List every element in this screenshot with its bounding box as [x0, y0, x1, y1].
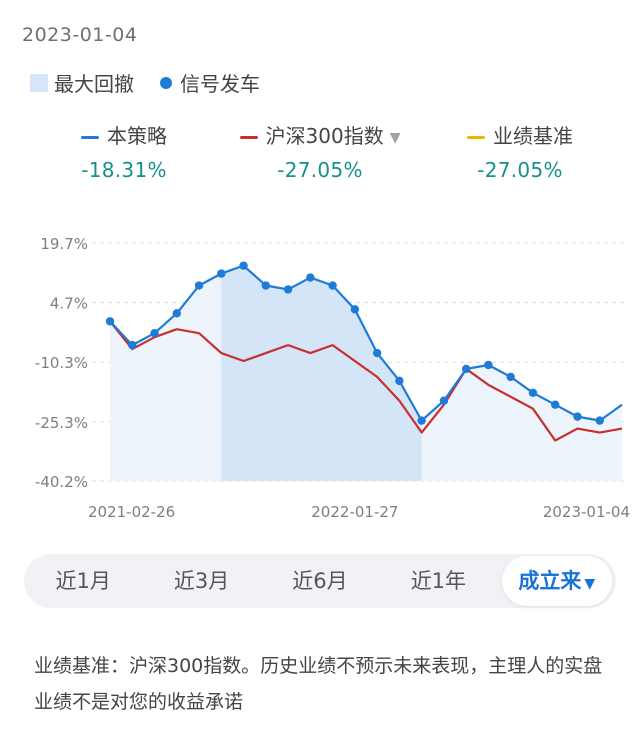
signal-point[interactable]: [128, 340, 137, 350]
range-button-label: 近1月: [55, 569, 111, 593]
range-button-2[interactable]: 近6月: [261, 554, 379, 608]
signal-point[interactable]: [217, 269, 226, 278]
series-line[interactable]: [109, 264, 623, 422]
current-date: 2023-01-04: [22, 24, 138, 46]
series-index-value: -27.05%: [277, 158, 363, 182]
signal-point[interactable]: [372, 348, 382, 358]
y-tick-label: -10.3%: [35, 354, 88, 372]
signal-point[interactable]: [283, 285, 293, 294]
signal-point[interactable]: [172, 309, 181, 318]
series-benchmark-name: 业绩基准: [493, 124, 573, 148]
signal-point[interactable]: [595, 416, 604, 425]
signal-point[interactable]: [506, 372, 515, 382]
time-range-selector: 近1月 近3月 近6月 近1年 成立来 ▼: [24, 554, 616, 608]
drawdown-swatch-icon: [30, 73, 48, 92]
legend-signal: 信号发车: [160, 68, 260, 97]
signal-point[interactable]: [239, 261, 248, 270]
signal-point[interactable]: [484, 360, 493, 370]
signal-point[interactable]: [306, 273, 315, 282]
signal-point[interactable]: [150, 328, 159, 338]
series-benchmark-value: -27.05%: [477, 158, 563, 182]
legend-signal-label: 信号发车: [180, 72, 260, 96]
range-button-4[interactable]: 成立来 ▼: [501, 556, 612, 606]
y-tick-label: 19.7%: [40, 235, 88, 253]
range-button-3[interactable]: 近1年: [379, 554, 497, 608]
signal-point[interactable]: [261, 281, 271, 290]
benchmark-line-icon: [467, 136, 485, 139]
max-drawdown-region: [221, 265, 422, 481]
y-tick-label: -40.2%: [35, 473, 88, 491]
signal-point[interactable]: [439, 396, 449, 405]
range-button-label: 近3月: [173, 569, 230, 593]
series-line[interactable]: [109, 320, 623, 442]
signal-point[interactable]: [105, 317, 115, 326]
series-index-name: 沪深300指数: [265, 124, 384, 148]
y-tick-label: 4.7%: [50, 295, 88, 313]
series-strategy-value: -18.31%: [81, 158, 167, 182]
y-tick-label: -25.3%: [35, 414, 88, 432]
signal-point[interactable]: [395, 376, 404, 386]
x-tick-label: 2021-02-26: [88, 503, 175, 521]
chart-legend: 最大回撤 信号发车: [30, 68, 286, 97]
disclaimer-text: 业绩基准：沪深300指数。历史业绩不预示未来表现，主理人的实盘业绩不是对您的收益…: [34, 655, 603, 713]
range-button-0[interactable]: 近1月: [24, 554, 142, 608]
x-tick-label: 2023-01-04: [543, 503, 630, 521]
signal-point[interactable]: [350, 305, 360, 314]
range-button-label: 近1年: [410, 569, 467, 593]
signal-point[interactable]: [461, 364, 471, 374]
range-button-label: 成立来: [518, 569, 582, 593]
performance-line-chart[interactable]: 19.7% 4.7% -10.3% -25.3% -40.2%2021-02-26 202…: [0, 225, 640, 525]
range-button-label: 近6月: [292, 569, 348, 593]
signal-point[interactable]: [194, 281, 204, 290]
series-benchmark-header[interactable]: 业绩基准: [420, 120, 620, 149]
series-index-header[interactable]: 沪深300指数 ▼: [220, 120, 420, 149]
range-button-1[interactable]: 近3月: [142, 554, 260, 608]
range-caret-icon: ▼: [584, 576, 596, 592]
signal-dot-icon: [160, 76, 172, 89]
x-tick-label: 2022-01-27: [311, 503, 398, 521]
signal-point[interactable]: [417, 416, 426, 425]
strategy-line-icon: [81, 136, 99, 139]
legend-max-drawdown-label: 最大回撤: [54, 72, 134, 96]
index-line-icon: [239, 136, 258, 139]
series-strategy-header[interactable]: 本策略: [24, 120, 224, 149]
signal-point[interactable]: [551, 400, 560, 409]
legend-max-drawdown: 最大回撤: [30, 68, 134, 97]
signal-point[interactable]: [528, 388, 538, 397]
signal-point[interactable]: [573, 412, 582, 421]
signal-point[interactable]: [328, 281, 337, 290]
dropdown-triangle-icon[interactable]: ▼: [389, 129, 401, 146]
series-strategy-name: 本策略: [107, 124, 167, 148]
